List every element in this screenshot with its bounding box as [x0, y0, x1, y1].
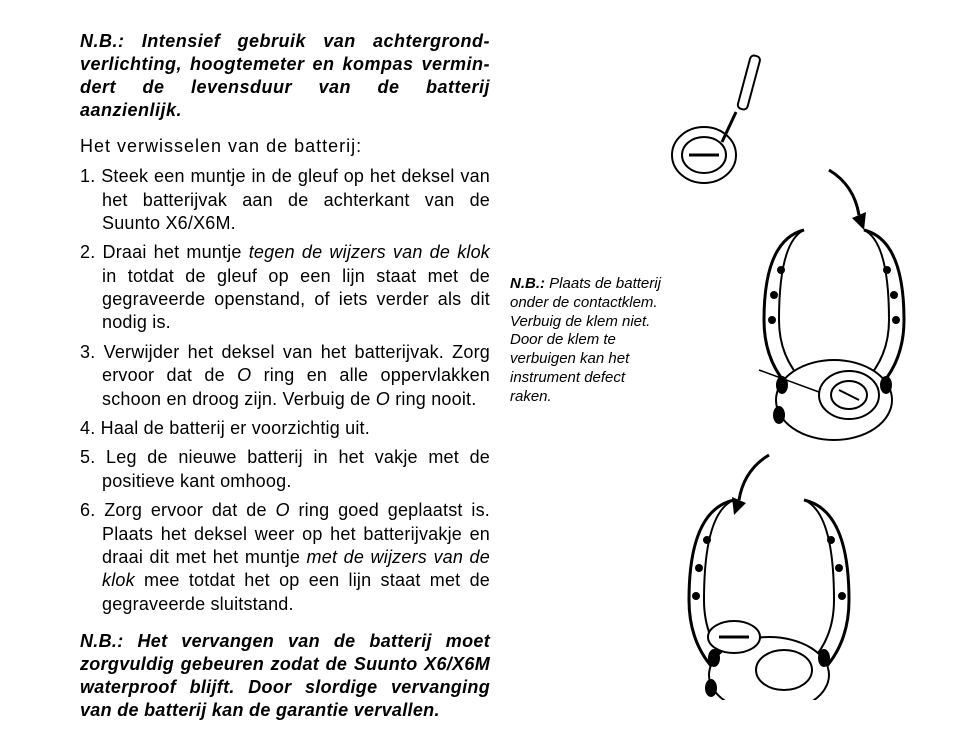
step-item: Draai het muntje tegen de wijzers van de…: [80, 241, 490, 335]
step-item: Haal de batterij er voorzichtig uit.: [80, 417, 490, 440]
step-item: Leg de nieuwe batterij in het vakje met …: [80, 446, 490, 493]
note-top: N.B.: Intensief gebruik van achtergrond-…: [80, 30, 490, 122]
battery-replacement-diagram: [604, 40, 914, 700]
step-item: Verwijder het deksel van het batterijvak…: [80, 341, 490, 411]
step-item: Steek een muntje in de gleuf op het deks…: [80, 165, 490, 235]
step-item: Zorg ervoor dat de O ring goed geplaatst…: [80, 499, 490, 616]
side-note-label: N.B.:: [510, 275, 545, 292]
instructions-heading: Het verwisselen van de batterij:: [80, 136, 490, 157]
coin-tool-icon: [672, 55, 761, 183]
note-bottom: N.B.: Het vervangen van de batterij moet…: [80, 630, 490, 722]
arrow-icon: [829, 170, 859, 215]
watch-open-icon: [759, 230, 904, 440]
note-bottom-label: N.B.:: [80, 631, 124, 651]
diagram-svg: [604, 40, 914, 700]
steps-list: Steek een muntje in de gleuf op het deks…: [80, 165, 490, 616]
note-bottom-text: Het vervangen van de batterij moet zorgv…: [80, 631, 490, 720]
note-top-text: Intensief gebruik van achtergrond-verlic…: [80, 31, 490, 120]
note-top-label: N.B.:: [80, 31, 125, 51]
arrow-icon: [739, 455, 769, 500]
watch-cover-icon: [689, 500, 849, 700]
